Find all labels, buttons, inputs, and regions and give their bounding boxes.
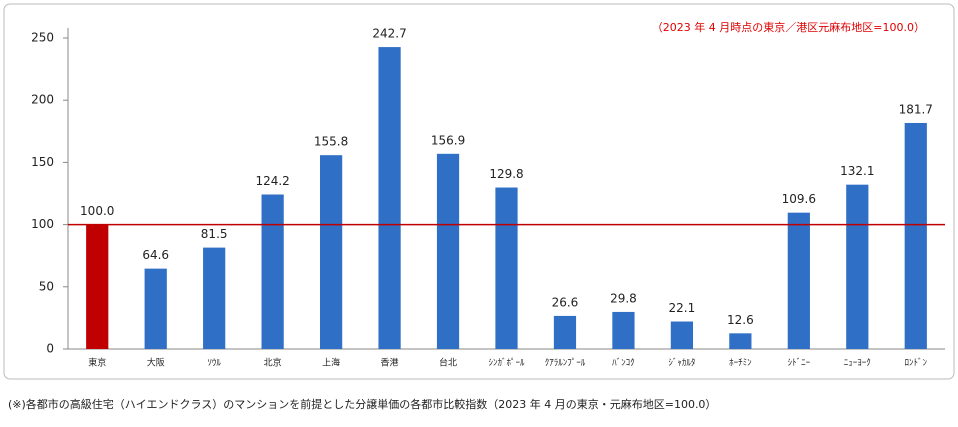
data-label: 109.6 — [782, 192, 816, 206]
bar — [261, 194, 284, 349]
bar — [553, 315, 577, 349]
bar — [787, 212, 810, 349]
x-tick-label: ｼﾄﾞﾆｰ — [788, 358, 811, 369]
data-label: 81.5 — [201, 227, 228, 241]
y-tick-label: 250 — [31, 31, 54, 45]
data-label: 22.1 — [669, 301, 696, 315]
y-tick-label: 0 — [46, 342, 54, 356]
x-tick-label: ﾎｰﾁﾐﾝ — [729, 358, 752, 369]
data-label: 181.7 — [899, 102, 933, 116]
bar — [729, 333, 752, 349]
bar — [670, 321, 694, 349]
bar — [904, 122, 927, 349]
bar — [846, 184, 869, 349]
x-tick-label: 北京 — [264, 357, 282, 369]
data-label: 129.8 — [489, 167, 523, 181]
y-tick-label: 150 — [31, 155, 54, 169]
data-label: 155.8 — [314, 135, 348, 149]
x-tick-label: ﾆｭｰﾖｰｸ — [844, 358, 871, 369]
data-label: 242.7 — [372, 27, 406, 41]
bar — [144, 268, 167, 349]
x-tick-label: ｼﾝｶﾞﾎﾟｰﾙ — [488, 358, 525, 369]
data-label: 29.8 — [610, 291, 637, 305]
bar — [378, 47, 401, 349]
y-tick-label: 50 — [39, 279, 54, 293]
x-tick-label: 香港 — [381, 357, 399, 369]
bar — [86, 224, 109, 349]
x-tick-label: 台北 — [439, 357, 457, 369]
data-label: 100.0 — [80, 204, 114, 218]
x-tick-label: ｿｳﾙ — [207, 358, 221, 369]
chart-frame — [3, 3, 955, 380]
x-tick-label: ｼﾞｬｶﾙﾀ — [668, 358, 695, 369]
x-tick-label: 大阪 — [147, 357, 165, 369]
bar — [436, 153, 460, 349]
y-tick-label: 100 — [31, 217, 54, 231]
annotation: （2023 年 4 月時点の東京／港区元麻布地区=100.0） — [652, 20, 925, 34]
y-tick-label: 200 — [31, 93, 54, 107]
x-tick-label: ｸｱﾗﾙﾝﾌﾟｰﾙ — [545, 358, 586, 369]
x-tick-label: 東京 — [88, 357, 106, 369]
bar — [612, 311, 635, 349]
data-label: 124.2 — [255, 174, 289, 188]
data-label: 132.1 — [840, 164, 874, 178]
footnote: (※)各都市の高級住宅（ハイエンドクラス）のマンションを前提とした分譲単価の各都… — [8, 397, 716, 411]
bar — [203, 247, 226, 349]
data-label: 156.9 — [431, 133, 465, 147]
x-tick-label: ﾛﾝﾄﾞﾝ — [905, 358, 928, 369]
bar — [319, 155, 343, 349]
x-tick-label: 上海 — [322, 357, 340, 369]
bar — [495, 187, 518, 349]
x-tick-label: ﾊﾞﾝｺｸ — [612, 358, 635, 369]
data-label: 26.6 — [552, 295, 579, 309]
data-label: 64.6 — [142, 248, 169, 262]
data-label: 12.6 — [727, 313, 754, 327]
